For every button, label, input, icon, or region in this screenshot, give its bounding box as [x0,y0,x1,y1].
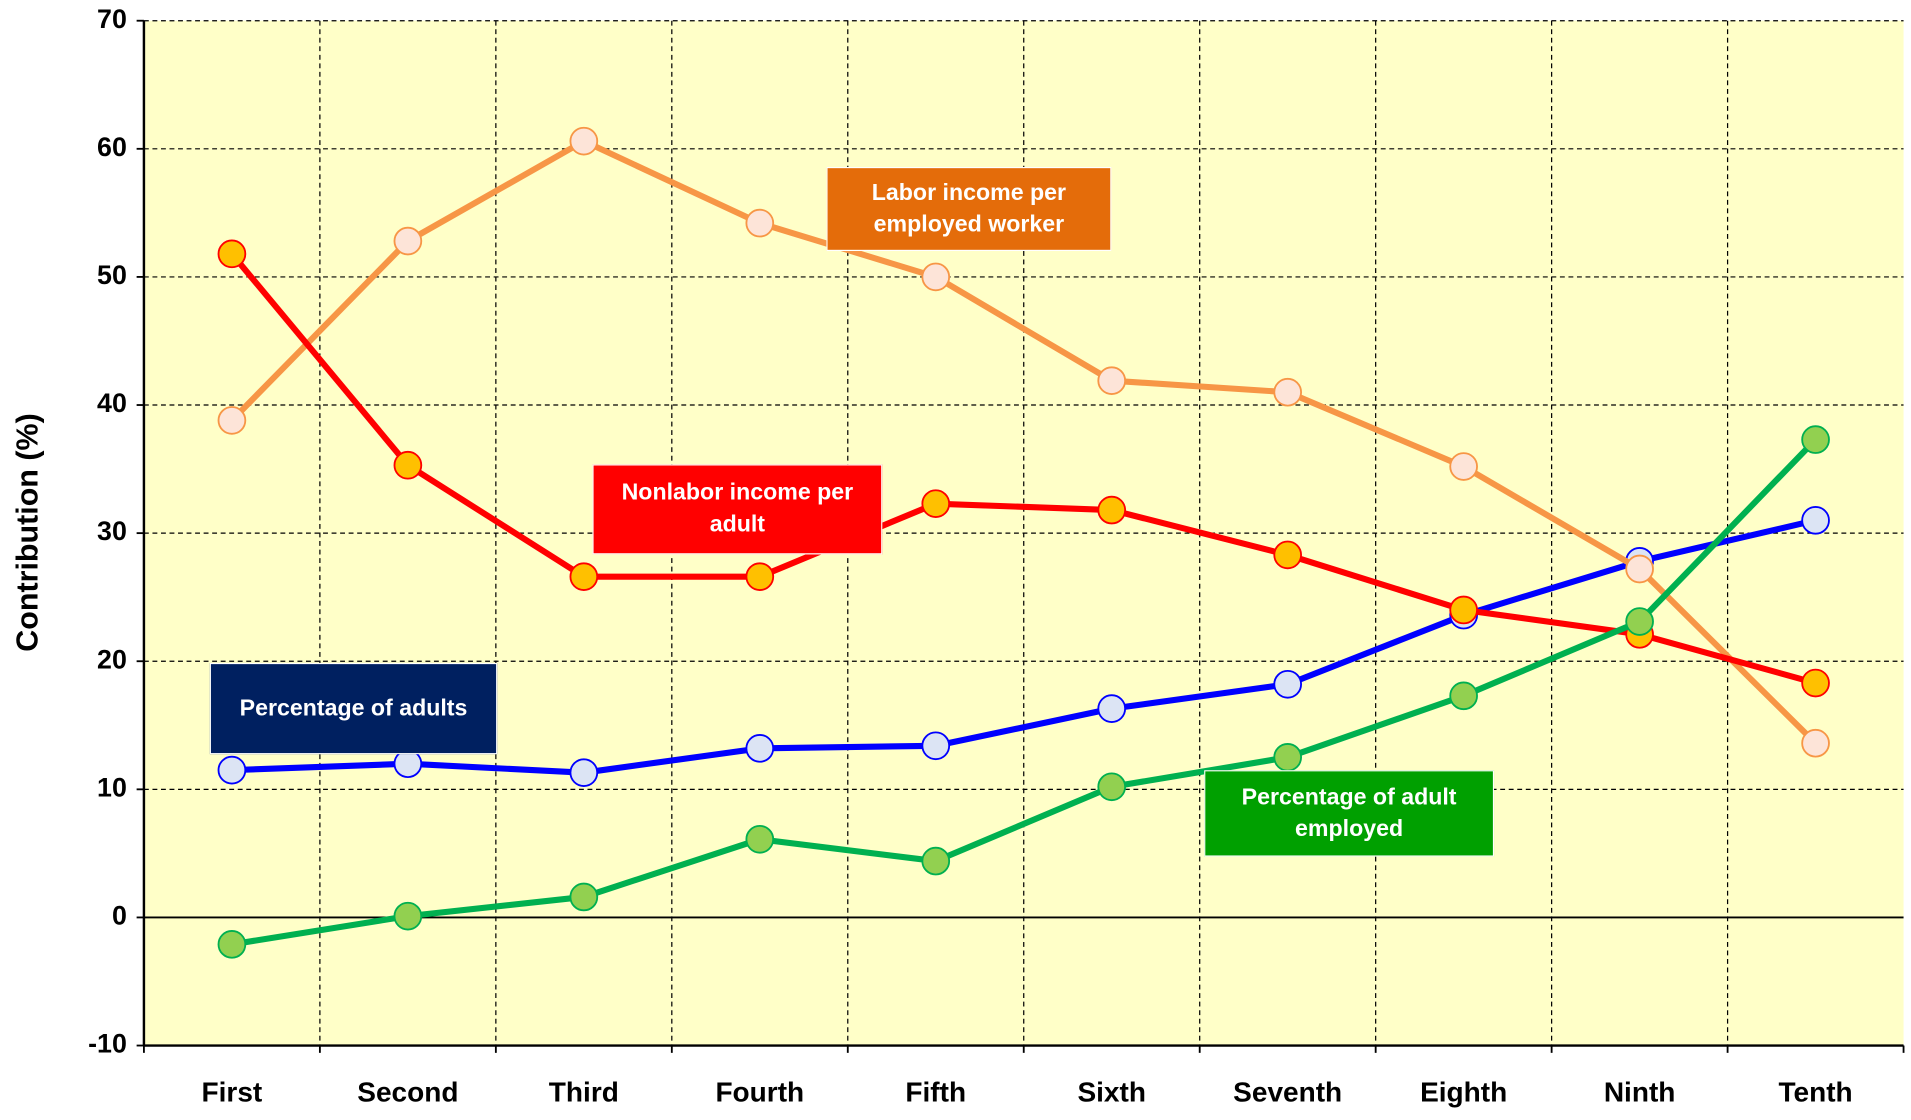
x-tick-label: Fourth [715,1077,804,1108]
y-axis-label: Contribution (%) [10,413,44,651]
series-marker [1097,772,1127,802]
series-marker [745,824,775,854]
series-line [229,251,1817,686]
series-marker [1801,505,1830,535]
series-marker [1449,452,1478,481]
x-tick-label: Third [549,1077,619,1108]
series-marker [217,239,247,269]
series-marker [393,226,423,256]
series-marker [921,846,951,876]
series-marker [1097,366,1127,396]
x-tick-label: Ninth [1604,1077,1676,1108]
y-tick-label: 40 [97,388,127,418]
series-marker [921,262,951,292]
series-marker [1449,595,1478,625]
series-marker [217,930,247,959]
series-marker [569,882,599,912]
series-label: Percentage of adults [209,662,498,755]
series-label-box: Labor income per employed worker [826,166,1112,252]
series-label-box: Nonlabor income per adult [592,464,883,555]
x-tick-label: Tenth [1778,1077,1852,1108]
series-label: Labor income per employed worker [826,166,1112,252]
series-marker [217,406,247,435]
y-tick-label: 30 [97,516,127,546]
series-marker [217,755,247,785]
y-tick-label: 10 [97,772,127,802]
series-line [229,138,1818,746]
series-marker [921,731,951,761]
x-tick-label: Eighth [1420,1077,1507,1108]
series-label-box: Percentage of adults [209,662,498,755]
series-line [231,517,1817,776]
series-line [231,437,1818,948]
series-marker [1801,425,1830,454]
y-tick-label: 50 [97,260,127,290]
series-marker [745,208,775,238]
y-tick-label: 70 [97,4,127,34]
series-marker [1273,540,1303,570]
x-tick-label: Sixth [1077,1077,1146,1108]
y-tick-label: 20 [97,644,127,674]
series-marker [1273,377,1303,407]
series-marker [745,562,775,592]
x-tick-label: First [202,1077,263,1108]
x-tick-label: Seventh [1233,1077,1342,1108]
x-tick-label: Fifth [905,1077,966,1108]
series-marker [1625,554,1654,584]
series-marker [1625,607,1654,636]
series-marker [1097,495,1127,525]
series-marker [1273,669,1303,699]
series-marker [393,450,423,480]
x-tick-label: Second [357,1077,458,1108]
series-label-box: Percentage of adult employed [1204,770,1495,857]
series-marker [1273,742,1303,772]
series-marker [1801,668,1830,698]
series-label: Nonlabor income per adult [592,464,883,555]
series-marker [921,489,951,518]
y-tick-label: -10 [88,1029,127,1059]
series-label: Percentage of adult employed [1204,770,1495,857]
series-marker [393,749,423,779]
y-tick-label: 60 [97,132,127,162]
series-marker [1801,728,1830,758]
series-marker [1097,694,1127,723]
y-tick-label: 0 [112,901,127,931]
series-marker [393,901,423,931]
series-marker [745,734,775,763]
series-marker [1449,681,1478,711]
series-marker [569,562,599,592]
series-marker [569,758,599,787]
series-marker [569,126,599,156]
